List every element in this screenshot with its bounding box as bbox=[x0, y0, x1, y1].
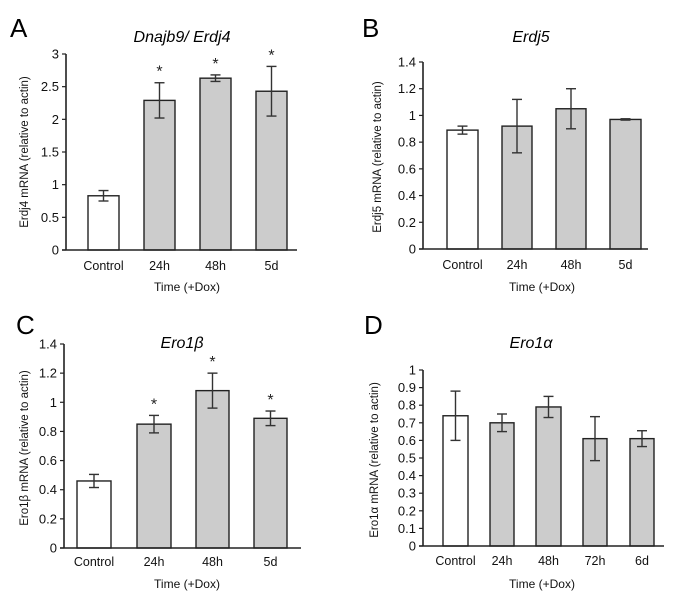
panel-a-ylabel: Erdj4 mRNA (relative to actin) bbox=[19, 76, 31, 228]
panel-d-ytick-label: 1 bbox=[409, 363, 416, 378]
panel-b-ytick-label: 1.2 bbox=[398, 81, 416, 96]
panel-c-ytick-label: 0.4 bbox=[39, 482, 57, 497]
panel-b-xtick-label: Control bbox=[442, 258, 482, 272]
panel-d-plot: Control 24h 48h 72h 6d 0 0.1 0.2 0.3 0.4 0.5 0.6 0.7… bbox=[398, 363, 664, 568]
panel-b-ytick-label: 1 bbox=[409, 108, 416, 123]
panel-c-significance-marker: * bbox=[209, 354, 215, 371]
panel-a-bar-24h bbox=[143, 99, 176, 251]
panel-d-bar-48h bbox=[535, 406, 562, 547]
panel-b-ytick-label: 0.8 bbox=[398, 135, 416, 150]
panel-a-ytick-label: 1 bbox=[52, 177, 59, 192]
panel-b-plot: Control 24h 48h 5d 0 0.2 0.4 0.6 0.8 1 1.2 1.4 bbox=[398, 55, 648, 272]
panel-d: D Ero1α Ero1α mRNA (relative to actin) T… bbox=[364, 310, 664, 591]
panel-b-ytick-label: 1.4 bbox=[398, 55, 416, 70]
panel-b-xlabel: Time (+Dox) bbox=[509, 280, 575, 294]
panel-b-ytick-label: 0.6 bbox=[398, 161, 416, 176]
panel-a-xlabel: Time (+Dox) bbox=[154, 280, 220, 294]
panel-c-ytick-label: 1.2 bbox=[39, 366, 57, 381]
panel-a-xtick-label: Control bbox=[83, 259, 123, 273]
panel-b-xtick-label: 48h bbox=[561, 258, 582, 272]
panel-a-title: Dnajb9/ Erdj4 bbox=[134, 29, 231, 46]
panel-b: B Erdj5 Erdj5 mRNA (relative to actin) T… bbox=[362, 13, 648, 294]
panel-c-bar-5d bbox=[253, 417, 288, 549]
panel-d-ytick-label: 0.1 bbox=[398, 521, 416, 536]
panel-a-xtick-label: 5d bbox=[265, 259, 279, 273]
panel-a-significance-marker: * bbox=[268, 47, 274, 64]
panel-a-plot: Control * 24h * 48h * 5d 0 0.5 1 1.5 2 2.5 3 bbox=[41, 47, 297, 273]
panel-a-ytick-label: 0 bbox=[52, 243, 59, 258]
panel-b-ytick-label: 0.4 bbox=[398, 188, 416, 203]
panel-d-xtick-label: 72h bbox=[585, 554, 606, 568]
panel-d-bar-6d bbox=[629, 437, 655, 547]
panel-b-bar-48h bbox=[555, 108, 587, 250]
panel-b-ytick-label: 0.2 bbox=[398, 215, 416, 230]
panel-c-bar-24h bbox=[136, 423, 172, 549]
panel-d-xlabel: Time (+Dox) bbox=[509, 577, 575, 591]
panel-a-significance-marker: * bbox=[212, 56, 218, 73]
panel-d-ytick-label: 0.2 bbox=[398, 503, 416, 518]
panel-b-xtick-label: 5d bbox=[619, 258, 633, 272]
panel-a-bar-48h bbox=[199, 77, 232, 251]
panel-c-ylabel: Ero1β mRNA (relative to actin) bbox=[19, 370, 31, 526]
panel-c-xtick-label: 48h bbox=[202, 555, 223, 569]
panel-d-ytick-label: 0.5 bbox=[398, 451, 416, 466]
panel-c-plot: Control * 24h * 48h * 5d 0 0.2 0.4 0.6 0.8 1 1.2 1.4 bbox=[39, 337, 301, 569]
panel-d-ytick-label: 0.3 bbox=[398, 486, 416, 501]
panel-d-xtick-label: Control bbox=[435, 554, 475, 568]
panel-d-ylabel: Ero1α mRNA (relative to actin) bbox=[369, 382, 381, 538]
panel-c-ytick-label: 0.2 bbox=[39, 511, 57, 526]
panel-a-xtick-label: 48h bbox=[205, 259, 226, 273]
panel-c-xlabel: Time (+Dox) bbox=[154, 577, 220, 591]
panel-b-title: Erdj5 bbox=[512, 29, 549, 46]
panel-letter-d: D bbox=[364, 310, 383, 340]
panel-c-ytick-label: 1 bbox=[50, 395, 57, 410]
panel-d-ytick-label: 0.7 bbox=[398, 415, 416, 430]
panel-a-xtick-label: 24h bbox=[149, 259, 170, 273]
panel-c-ytick-label: 0.6 bbox=[39, 453, 57, 468]
panel-d-title: Ero1α bbox=[510, 335, 554, 352]
panel-d-bar-24h bbox=[489, 422, 515, 547]
panel-b-ylabel: Erdj5 mRNA (relative to actin) bbox=[372, 81, 384, 233]
panel-a-ytick-label: 2.5 bbox=[41, 79, 59, 94]
panel-a-significance-marker: * bbox=[156, 64, 162, 81]
panel-c-xtick-label: 5d bbox=[264, 555, 278, 569]
panel-a-ytick-label: 0.5 bbox=[41, 210, 59, 225]
panel-c-ytick-label: 0 bbox=[50, 541, 57, 556]
panel-b-xtick-label: 24h bbox=[507, 258, 528, 272]
panel-d-xtick-label: 48h bbox=[538, 554, 559, 568]
panel-c-xtick-label: 24h bbox=[144, 555, 165, 569]
panel-c-xtick-label: Control bbox=[74, 555, 114, 569]
panel-d-ytick-label: 0.6 bbox=[398, 433, 416, 448]
panel-b-bar-control bbox=[446, 129, 479, 250]
panel-a-ytick-label: 2 bbox=[52, 112, 59, 127]
panel-c-ytick-label: 0.8 bbox=[39, 424, 57, 439]
panel-c-ytick-label: 1.4 bbox=[39, 337, 57, 352]
panel-d-xtick-label: 6d bbox=[635, 554, 649, 568]
panel-c-bar-48h bbox=[195, 389, 230, 549]
panel-a-ytick-label: 1.5 bbox=[41, 145, 59, 160]
panel-c-significance-marker: * bbox=[267, 392, 273, 409]
panel-a: A Dnajb9/ Erdj4 Erdj4 mRNA (relative to … bbox=[10, 13, 297, 294]
panel-a-ytick-label: 3 bbox=[52, 47, 59, 62]
panel-d-ytick-label: 0.9 bbox=[398, 380, 416, 395]
panel-c: C Ero1β Ero1β mRNA (relative to actin) T… bbox=[16, 310, 301, 591]
panel-a-bar-control bbox=[87, 195, 120, 251]
panel-c-title: Ero1β bbox=[161, 335, 204, 352]
panel-letter-c: C bbox=[16, 310, 35, 340]
panel-letter-b: B bbox=[362, 13, 379, 43]
panel-b-bar-5d bbox=[609, 118, 642, 250]
panel-letter-a: A bbox=[10, 13, 28, 43]
panel-c-significance-marker: * bbox=[151, 396, 157, 413]
panel-d-ytick-label: 0 bbox=[409, 539, 416, 554]
panel-c-bar-control bbox=[76, 480, 112, 549]
panel-b-ytick-label: 0 bbox=[409, 242, 416, 257]
panel-d-ytick-label: 0.4 bbox=[398, 468, 416, 483]
panel-d-xtick-label: 24h bbox=[492, 554, 513, 568]
panel-d-ytick-label: 0.8 bbox=[398, 398, 416, 413]
